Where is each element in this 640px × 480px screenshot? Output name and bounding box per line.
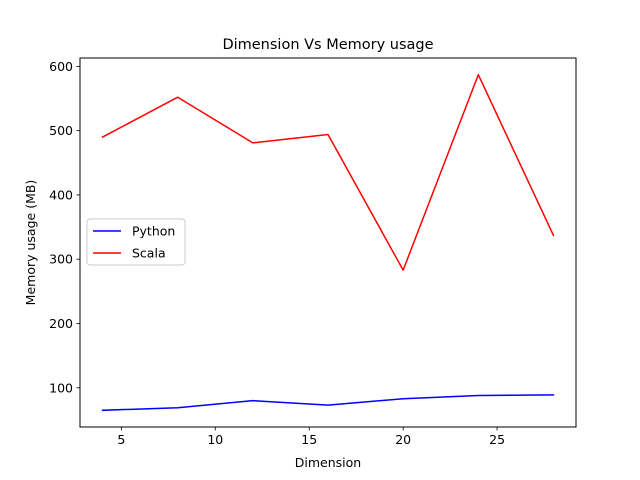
series-line-scala — [101, 73, 555, 271]
series-layer — [101, 73, 555, 412]
x-tick-label: 25 — [489, 432, 505, 447]
chart-title: Dimension Vs Memory usage — [222, 37, 433, 53]
legend-label-scala: Scala — [132, 246, 166, 261]
y-tick-label: 300 — [49, 252, 73, 267]
x-tick-label: 10 — [207, 432, 223, 447]
y-tick-label: 600 — [49, 59, 73, 74]
y-tick-label: 200 — [49, 316, 73, 331]
x-tick-label: 15 — [301, 432, 317, 447]
legend-label-python: Python — [132, 224, 175, 239]
series-line-python — [101, 394, 555, 412]
x-tick-label: 20 — [395, 432, 411, 447]
x-axis-ticks: 5 10 15 20 25 — [117, 427, 505, 447]
plot-area-frame — [79, 57, 577, 428]
y-axis-ticks: 100 200 300 400 500 600 — [49, 59, 80, 395]
x-axis-label: Dimension — [295, 455, 361, 470]
legend: Python Scala — [86, 218, 186, 266]
y-axis-label: Memory usage (MB) — [23, 180, 38, 306]
y-tick-label: 400 — [49, 187, 73, 202]
y-tick-label: 500 — [49, 123, 73, 138]
x-tick-label: 5 — [117, 432, 125, 447]
y-tick-label: 100 — [49, 380, 73, 395]
